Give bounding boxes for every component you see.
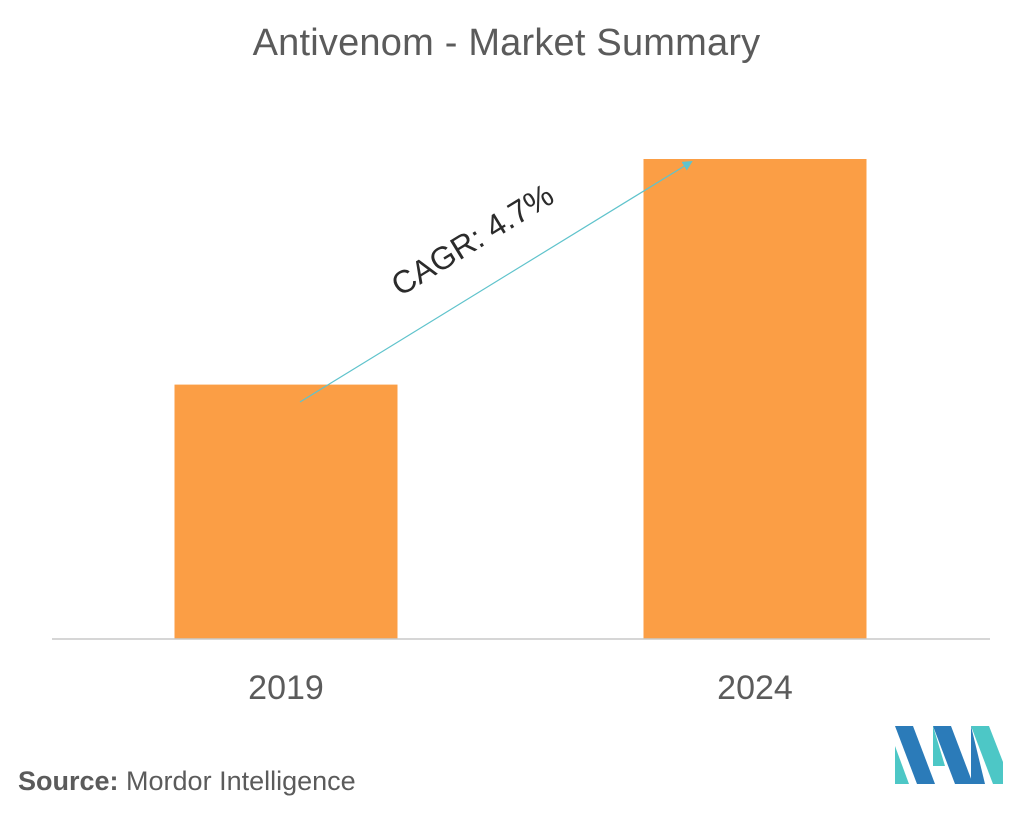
mordor-intelligence-logo-icon — [895, 726, 1003, 784]
x-tick-label-2024: 2024 — [717, 669, 793, 707]
chart-title: Antivenom - Market Summary — [252, 22, 761, 64]
bar-2019 — [174, 384, 398, 639]
bar-2024 — [643, 159, 867, 639]
source-text: Mordor Intelligence — [126, 766, 356, 796]
cagr-annotation: CAGR: 4.7% — [385, 177, 560, 303]
source-note: Source: Mordor Intelligence — [18, 766, 356, 797]
source-label: Source: — [18, 766, 119, 796]
x-tick-label-2019: 2019 — [248, 669, 324, 707]
cagr-arrow — [299, 160, 693, 403]
